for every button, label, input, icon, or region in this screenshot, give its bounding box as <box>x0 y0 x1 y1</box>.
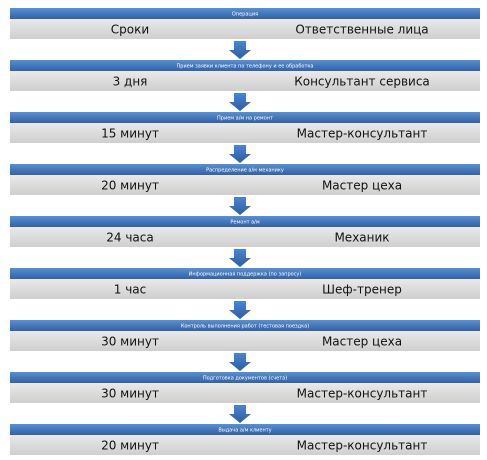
detail-bar <box>10 123 480 143</box>
down-arrow <box>229 353 251 371</box>
time-label: 3 дня <box>113 75 148 89</box>
down-arrow <box>229 197 251 215</box>
down-arrow <box>229 145 251 163</box>
responsible-label: Шеф-тренер <box>322 283 402 297</box>
operation-label: Контроль выполнения работ (тестовая поез… <box>181 324 309 330</box>
time-label: 15 минут <box>101 127 159 141</box>
detail-bar <box>10 383 480 403</box>
operation-bar <box>10 8 480 19</box>
time-label: 20 минут <box>101 179 159 193</box>
responsible-label: Ответственные лица <box>295 23 428 37</box>
time-label: Сроки <box>111 23 149 37</box>
operation-bar <box>10 112 480 123</box>
time-label: 30 минут <box>101 387 159 401</box>
operation-bar <box>10 60 480 71</box>
operation-bar <box>10 320 480 331</box>
operation-bar <box>10 164 480 175</box>
detail-bar <box>10 227 480 247</box>
operation-label: Операция <box>232 12 258 18</box>
operation-bar <box>10 372 480 383</box>
detail-bar <box>10 175 480 195</box>
down-arrow <box>229 41 251 59</box>
time-label: 30 минут <box>101 335 159 349</box>
detail-bar <box>10 279 480 299</box>
down-arrow <box>229 301 251 319</box>
responsible-label: Мастер-консультант <box>297 387 428 401</box>
responsible-label: Механик <box>334 231 389 245</box>
operation-label: Ремонт а/м <box>230 220 259 226</box>
time-label: 24 часа <box>106 231 153 245</box>
operation-label: Прием заявки клиента по телефону и ее об… <box>177 64 314 70</box>
responsible-label: Мастер-консультант <box>297 439 428 453</box>
responsible-label: Мастер-консультант <box>297 127 428 141</box>
responsible-label: Мастер цеха <box>322 335 402 349</box>
operation-bar <box>10 424 480 435</box>
detail-bar <box>10 331 480 351</box>
down-arrow <box>229 93 251 111</box>
operation-label: Подготовка документов (счета) <box>203 376 287 382</box>
time-label: 1 час <box>114 283 147 297</box>
operation-label: Выдача а/м клиенту <box>218 428 271 434</box>
time-label: 20 минут <box>101 439 159 453</box>
responsible-label: Консультант сервиса <box>294 75 430 89</box>
operation-label: Прием а/м на ремонт <box>217 116 273 122</box>
operation-label: Информационная поддержка (по запросу) <box>189 272 302 278</box>
down-arrow <box>229 405 251 423</box>
detail-bar <box>10 19 480 39</box>
detail-bar <box>10 435 480 455</box>
operation-label: Распределение а/м механику <box>206 168 284 174</box>
down-arrow <box>229 249 251 267</box>
operation-bar <box>10 216 480 227</box>
operation-bar <box>10 268 480 279</box>
responsible-label: Мастер цеха <box>322 179 402 193</box>
detail-bar <box>10 71 480 91</box>
